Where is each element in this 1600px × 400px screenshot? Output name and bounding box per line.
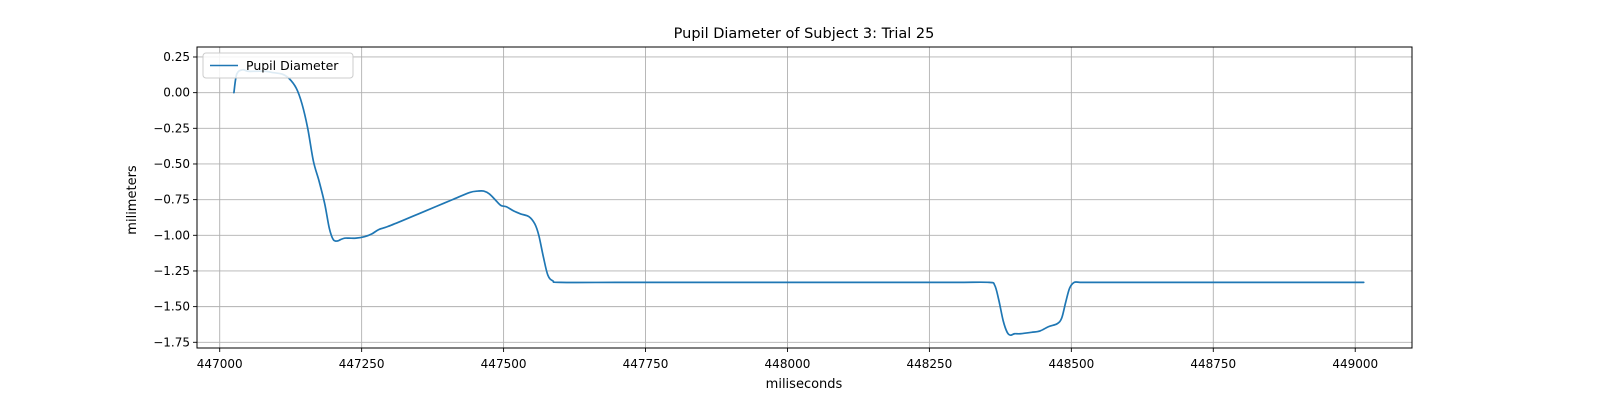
y-tick-label: −1.75 bbox=[153, 335, 190, 349]
x-tick-label: 448000 bbox=[765, 357, 811, 371]
legend-label-pupil-diameter: Pupil Diameter bbox=[246, 58, 339, 73]
legend: Pupil Diameter bbox=[202, 52, 354, 79]
x-tick-label: 448500 bbox=[1048, 357, 1094, 371]
x-tick-label: 447500 bbox=[481, 357, 527, 371]
x-axis-label: miliseconds bbox=[766, 377, 843, 392]
y-tick-label: 0.00 bbox=[163, 86, 190, 100]
y-tick-label: −0.50 bbox=[153, 157, 190, 171]
y-tick-label: −1.50 bbox=[153, 300, 190, 314]
y-axis-label: milimeters bbox=[125, 165, 140, 235]
x-tick-label: 447250 bbox=[339, 357, 385, 371]
y-tick-label: −0.25 bbox=[153, 121, 190, 135]
x-axis-ticks: 447000 447250 447500 447750 448000 448250 4485… bbox=[197, 348, 1378, 371]
legend-box bbox=[202, 52, 354, 79]
y-tick-label: 0.25 bbox=[163, 50, 190, 64]
plot-frame bbox=[196, 46, 1413, 349]
chart-title: Pupil Diameter of Subject 3: Trial 25 bbox=[674, 26, 935, 42]
plot-lines bbox=[233, 68, 1365, 337]
y-axis-ticks: 0.25 0.00 −0.25 −0.50 −0.75 −1.00 −1.25 −1.50 −1… bbox=[153, 50, 197, 349]
series-line-pupil-diameter bbox=[233, 68, 1365, 337]
x-tick-label: 449000 bbox=[1332, 357, 1378, 371]
y-tick-label: −1.25 bbox=[153, 264, 190, 278]
x-tick-label: 447750 bbox=[623, 357, 669, 371]
y-tick-label: −1.00 bbox=[153, 228, 190, 242]
x-tick-label: 448250 bbox=[907, 357, 953, 371]
x-tick-label: 448750 bbox=[1190, 357, 1236, 371]
y-tick-label: −0.75 bbox=[153, 193, 190, 207]
grid bbox=[197, 47, 1412, 348]
x-tick-label: 447000 bbox=[197, 357, 243, 371]
